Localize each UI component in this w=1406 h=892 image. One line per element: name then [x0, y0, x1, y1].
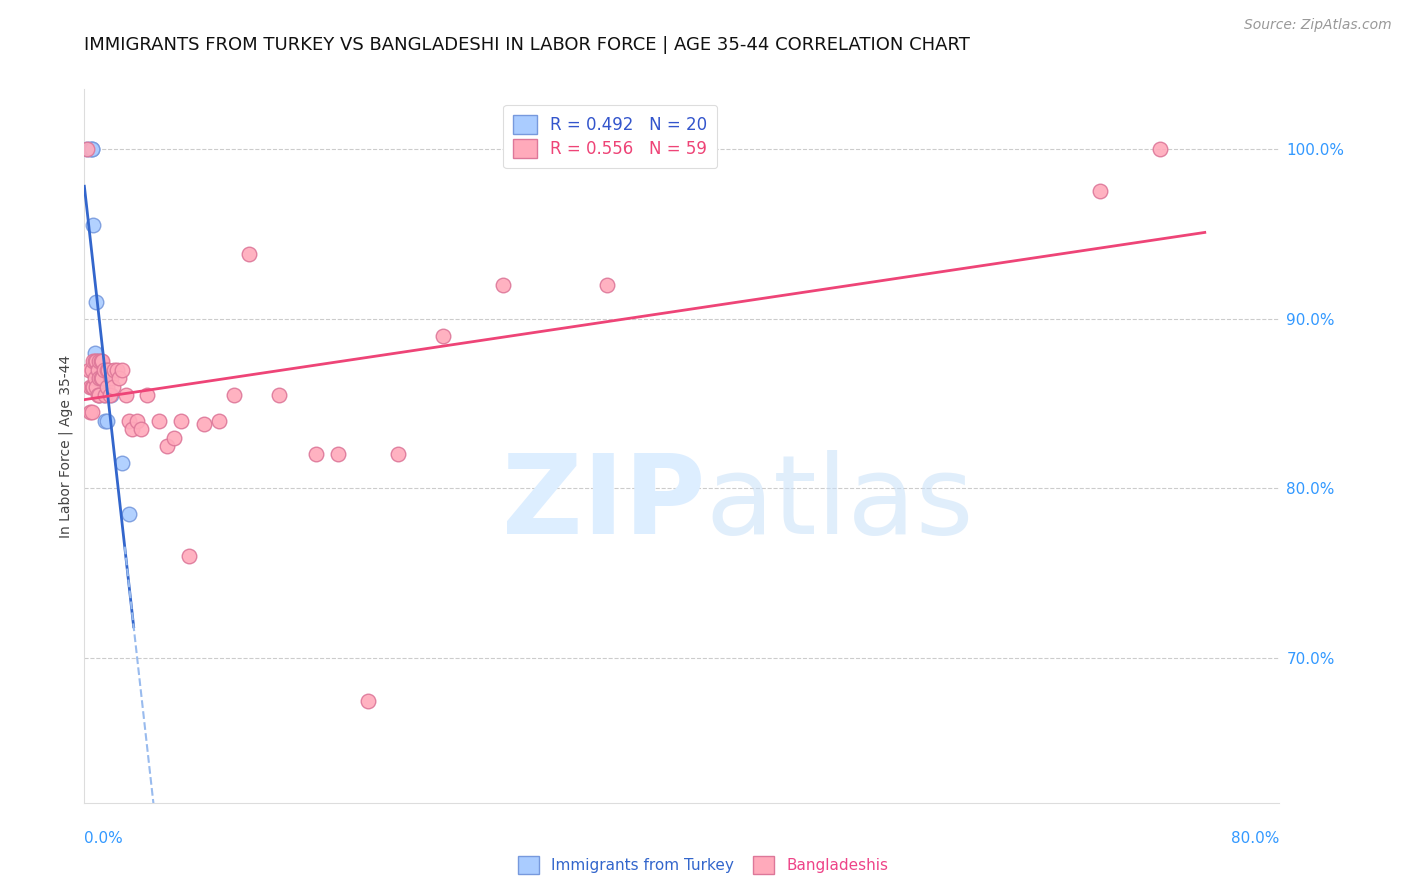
- Point: [87, 371, 110, 385]
- Point: [76, 142, 98, 156]
- Point: [492, 277, 515, 292]
- Point: [1090, 184, 1112, 198]
- Point: [94, 413, 117, 427]
- Point: [105, 362, 128, 376]
- Point: [80, 405, 103, 419]
- Point: [87, 388, 110, 402]
- Point: [148, 413, 170, 427]
- Point: [115, 388, 138, 402]
- Text: atlas: atlas: [706, 450, 974, 557]
- Point: [80, 142, 103, 156]
- Point: [86, 294, 108, 309]
- Point: [305, 448, 328, 462]
- Point: [90, 354, 112, 368]
- Point: [357, 694, 380, 708]
- Point: [77, 362, 100, 376]
- Point: [86, 379, 108, 393]
- Point: [80, 362, 103, 376]
- Point: [86, 354, 108, 368]
- Point: [87, 354, 110, 368]
- Point: [222, 388, 245, 402]
- Point: [90, 371, 112, 385]
- Point: [96, 413, 118, 427]
- Point: [111, 362, 134, 376]
- Text: IMMIGRANTS FROM TURKEY VS BANGLADESHI IN LABOR FORCE | AGE 35-44 CORRELATION CHA: IMMIGRANTS FROM TURKEY VS BANGLADESHI IN…: [84, 36, 970, 54]
- Text: Source: ZipAtlas.com: Source: ZipAtlas.com: [1244, 18, 1392, 32]
- Point: [100, 388, 122, 402]
- Point: [89, 388, 111, 402]
- Point: [82, 218, 104, 232]
- Point: [83, 345, 105, 359]
- Point: [93, 388, 115, 402]
- Point: [208, 413, 231, 427]
- Point: [103, 362, 125, 376]
- Point: [79, 379, 101, 393]
- Point: [193, 417, 215, 431]
- Point: [90, 371, 112, 385]
- Point: [177, 549, 200, 564]
- Point: [91, 371, 114, 385]
- Point: [97, 362, 120, 376]
- Point: [118, 507, 141, 521]
- Legend: R = 0.492   N = 20, R = 0.556   N = 59: R = 0.492 N = 20, R = 0.556 N = 59: [503, 104, 717, 169]
- Point: [432, 328, 454, 343]
- Point: [267, 388, 290, 402]
- Point: [111, 456, 134, 470]
- Point: [101, 379, 124, 393]
- Point: [129, 422, 152, 436]
- Point: [91, 354, 114, 368]
- Point: [79, 405, 101, 419]
- Point: [596, 277, 619, 292]
- Point: [91, 371, 114, 385]
- Point: [328, 448, 350, 462]
- Point: [83, 371, 105, 385]
- Text: 80.0%: 80.0%: [1232, 831, 1279, 847]
- Point: [170, 413, 193, 427]
- Point: [89, 388, 111, 402]
- Point: [96, 362, 118, 376]
- Point: [79, 142, 101, 156]
- Point: [238, 247, 260, 261]
- Point: [80, 142, 103, 156]
- Point: [94, 388, 117, 402]
- Point: [82, 379, 104, 393]
- Point: [163, 430, 186, 444]
- Point: [87, 362, 110, 376]
- Point: [83, 354, 105, 368]
- Point: [100, 371, 122, 385]
- Text: 0.0%: 0.0%: [84, 831, 124, 847]
- Point: [125, 413, 148, 427]
- Point: [80, 379, 103, 393]
- Point: [155, 439, 177, 453]
- Text: ZIP: ZIP: [502, 450, 706, 557]
- Point: [89, 362, 111, 376]
- Y-axis label: In Labor Force | Age 35-44: In Labor Force | Age 35-44: [59, 354, 73, 538]
- Point: [98, 388, 121, 402]
- Point: [121, 422, 143, 436]
- Point: [82, 354, 104, 368]
- Point: [89, 354, 111, 368]
- Point: [107, 371, 129, 385]
- Point: [93, 362, 115, 376]
- Point: [96, 379, 118, 393]
- Point: [136, 388, 159, 402]
- Point: [91, 379, 114, 393]
- Point: [76, 142, 98, 156]
- Legend: Immigrants from Turkey, Bangladeshis: Immigrants from Turkey, Bangladeshis: [512, 850, 894, 880]
- Point: [118, 413, 141, 427]
- Point: [89, 371, 111, 385]
- Point: [387, 448, 409, 462]
- Point: [1149, 142, 1171, 156]
